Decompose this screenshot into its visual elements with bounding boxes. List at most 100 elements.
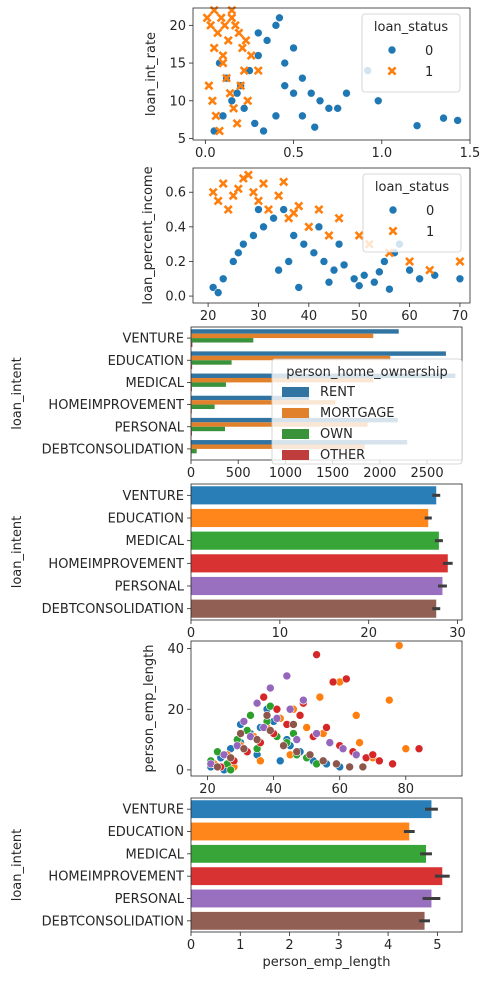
data-point [284,257,293,266]
x-tick-label: 1.5 [460,146,481,161]
legend-label: 0 [425,44,433,59]
data-point [218,274,228,284]
data-point [279,205,288,214]
legend: person_home_ownership RENT MORTGAGE OWN OTHE… [271,358,463,465]
data-point [220,20,230,30]
data-point [338,744,348,753]
bar [191,364,193,370]
y-tick-label: DEBTCONSOLIDATION [42,914,184,929]
x-tick-label: 60 [401,309,418,324]
legend-label: OWN [320,427,353,442]
bar [191,342,193,347]
x-tick-label: 30 [449,626,466,641]
data-point [279,177,289,187]
data-point [384,695,394,705]
data-point [209,43,219,53]
x-tick-label: 1 [236,938,244,953]
x-tick-label: 500 [226,466,251,481]
data-point [375,267,384,277]
x-tick-label: 0 [187,466,195,481]
y-tick-label: PERSONAL [115,580,185,595]
legend-swatch [282,408,309,418]
data-point [243,96,253,106]
bar [191,844,427,863]
bar [191,400,336,405]
data-point [250,119,260,128]
data-point [354,230,364,241]
data-point [259,692,269,702]
data-point [252,735,262,744]
data-point [298,73,307,83]
data-point [385,284,394,294]
data-point [312,729,321,738]
y-tick-label: 20 [169,19,186,34]
data-point [351,711,361,720]
y-tick-label: EDUCATION [108,825,184,840]
data-point [354,281,364,290]
data-point [218,58,228,68]
bar [191,554,448,573]
data-point [298,111,307,121]
x-tick-label: 70 [452,309,469,324]
data-point [239,104,249,113]
x-tick-label: 40 [301,309,318,324]
data-point [228,191,238,201]
data-point [208,187,218,197]
x-tick-label: 80 [398,782,415,797]
y-axis-label: loan_intent [10,357,25,430]
bar [191,822,410,841]
data-point [233,184,243,194]
data-point [241,35,251,45]
x-tick-label: 40 [265,782,282,797]
y-tick-label: HOMEIMPROVEMENT [48,557,184,572]
data-point [211,111,221,121]
data-point [345,762,354,772]
data-point [258,179,269,189]
data-point [272,714,282,723]
data-point [269,213,278,223]
data-point [333,104,342,113]
x-tick-label: 2 [285,938,293,953]
x-tick-label: 30 [250,309,267,324]
data-point [289,231,299,240]
legend-title: person_home_ownership [286,365,447,380]
bar [191,599,437,618]
bar [191,486,437,505]
data-point [282,671,292,681]
bar [191,333,374,339]
data-point [230,20,240,30]
data-point [414,744,424,753]
y-axis-label: loan_percent_income [141,166,156,304]
data-point [292,735,302,744]
data-point [305,750,315,760]
data-point [304,222,314,232]
legend-title: loan_status [374,20,448,35]
y-tick-label: 40 [167,642,184,657]
y-axis-label: loan_int_rate [144,32,159,116]
legend-frame [362,173,462,253]
data-point [272,704,282,714]
y-tick-label: MEDICAL [126,847,185,862]
data-point [213,288,223,297]
x-tick-label: 60 [331,782,348,797]
bar [191,531,439,550]
data-point [280,81,290,90]
legend-marker [387,45,397,55]
bar [191,338,254,343]
data-point [262,36,272,45]
y-tick-label: 0.6 [165,186,186,201]
data-point [439,113,448,123]
data-point [324,104,334,113]
y-tick-label: MEDICAL [126,534,185,549]
data-point [289,720,298,729]
legend-swatch [282,450,309,460]
data-point [455,274,465,284]
x-tick-label: 20 [360,626,377,641]
x-tick-label: 20 [200,309,217,324]
y-tick-label: 15 [169,57,186,72]
legend-label: 1 [426,225,434,240]
data-point [388,759,397,769]
y-tick-label: DEBTCONSOLIDATION [42,442,184,457]
data-point [415,274,424,284]
data-point [302,723,311,732]
